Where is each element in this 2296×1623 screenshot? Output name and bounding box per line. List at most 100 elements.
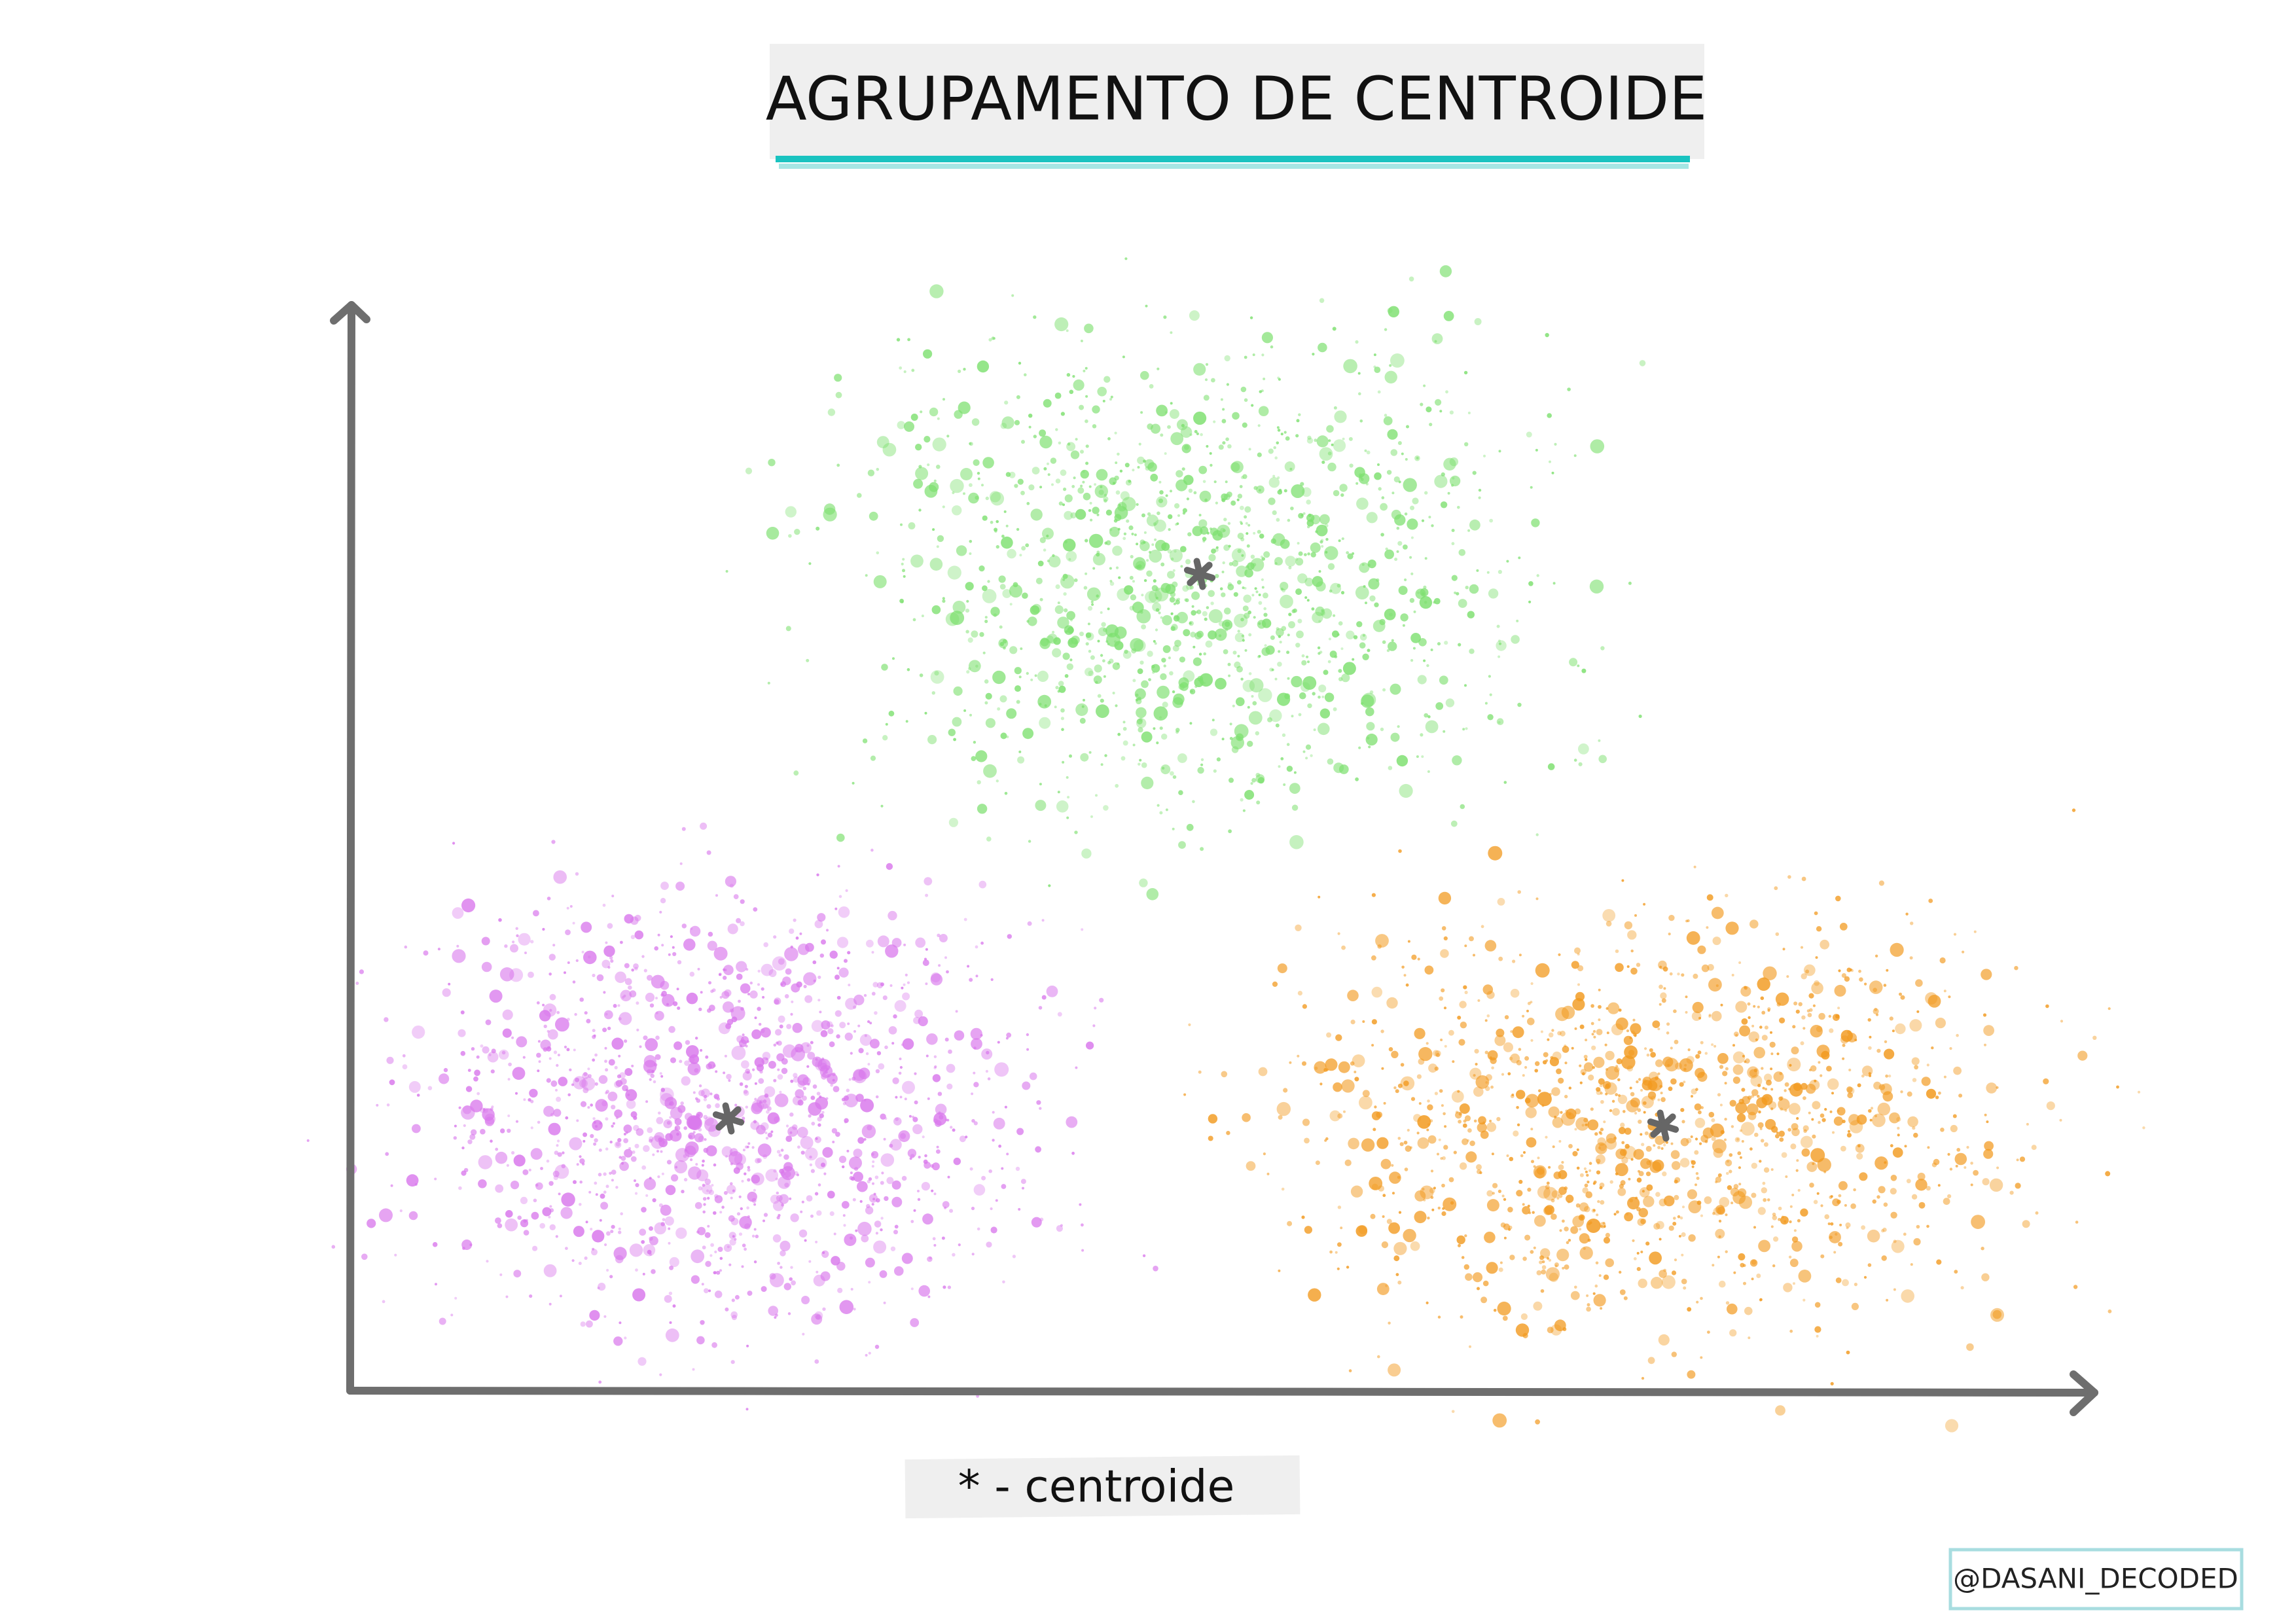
point [844,1234,857,1246]
point [1169,671,1174,676]
point [1913,1238,1921,1246]
point [726,1073,732,1080]
point [1690,1135,1693,1138]
point [643,969,647,972]
point [730,1196,733,1200]
point [1603,1120,1606,1124]
point [923,349,933,359]
point [1306,437,1314,444]
point [1204,378,1208,382]
point [772,1200,784,1211]
point [1162,615,1172,626]
point [1354,1071,1357,1073]
point [866,939,874,948]
point [1416,1132,1420,1135]
point [1697,945,1706,954]
point [872,1182,874,1185]
point [1918,1202,1926,1209]
point [791,1000,794,1003]
point [1074,578,1078,582]
point [1348,1137,1359,1150]
point [1261,389,1264,393]
point [814,1311,823,1320]
point [900,1133,906,1139]
point [723,965,734,976]
point [539,1222,545,1229]
point [1564,1094,1568,1099]
point [595,1193,598,1196]
point [1088,508,1092,512]
point [1359,1096,1372,1110]
point [1497,898,1505,906]
point [821,1250,829,1258]
point [1249,678,1264,693]
point [973,1184,986,1196]
point [1058,501,1063,506]
point [1905,912,1909,916]
point [1600,1099,1604,1104]
point [1244,515,1247,519]
point [1244,568,1253,578]
point [607,923,613,929]
point [1551,1029,1554,1032]
point [857,493,862,498]
point [963,368,966,371]
point [1242,679,1255,692]
point [841,1097,846,1101]
point [1549,1272,1558,1282]
point [793,770,799,776]
point [1327,452,1332,455]
point [1661,1275,1676,1289]
point [1687,1370,1696,1379]
centroid-stroke [715,1106,742,1131]
point [1153,579,1157,583]
point [1619,1289,1626,1295]
point [394,1253,397,1257]
point [730,1008,734,1013]
point [1251,594,1255,597]
point [1208,630,1217,640]
point [1403,974,1407,977]
point [1374,366,1381,373]
point [753,1260,757,1264]
point [1695,1183,1697,1186]
point [1230,736,1245,750]
point [1213,480,1217,484]
point [1229,777,1234,783]
point [1619,1149,1627,1156]
point [359,969,365,974]
point [745,1044,748,1048]
point [1897,1133,1900,1137]
point [762,1154,768,1159]
point [1691,1095,1693,1098]
point [1574,947,1581,954]
point [399,1209,403,1213]
point [1775,1405,1785,1416]
point [925,948,928,951]
point [617,1137,622,1143]
point [754,1097,757,1101]
point [959,1135,966,1143]
point [918,1016,928,1027]
point [1927,1146,1930,1149]
point [629,990,637,998]
point [404,945,408,949]
point [1314,1061,1327,1074]
point [875,1095,879,1099]
point [1225,480,1228,484]
point [1635,1196,1638,1200]
point [1764,1088,1768,1091]
point [643,1035,648,1041]
point [1706,926,1709,929]
point [1788,1103,1801,1115]
point [470,1099,483,1113]
point [592,1117,596,1120]
point [567,1093,571,1097]
point [572,980,576,984]
point [1856,1152,1863,1160]
point [1055,686,1059,690]
point [1286,743,1290,746]
point [774,1316,777,1319]
point [1230,500,1236,506]
point [641,1165,647,1170]
